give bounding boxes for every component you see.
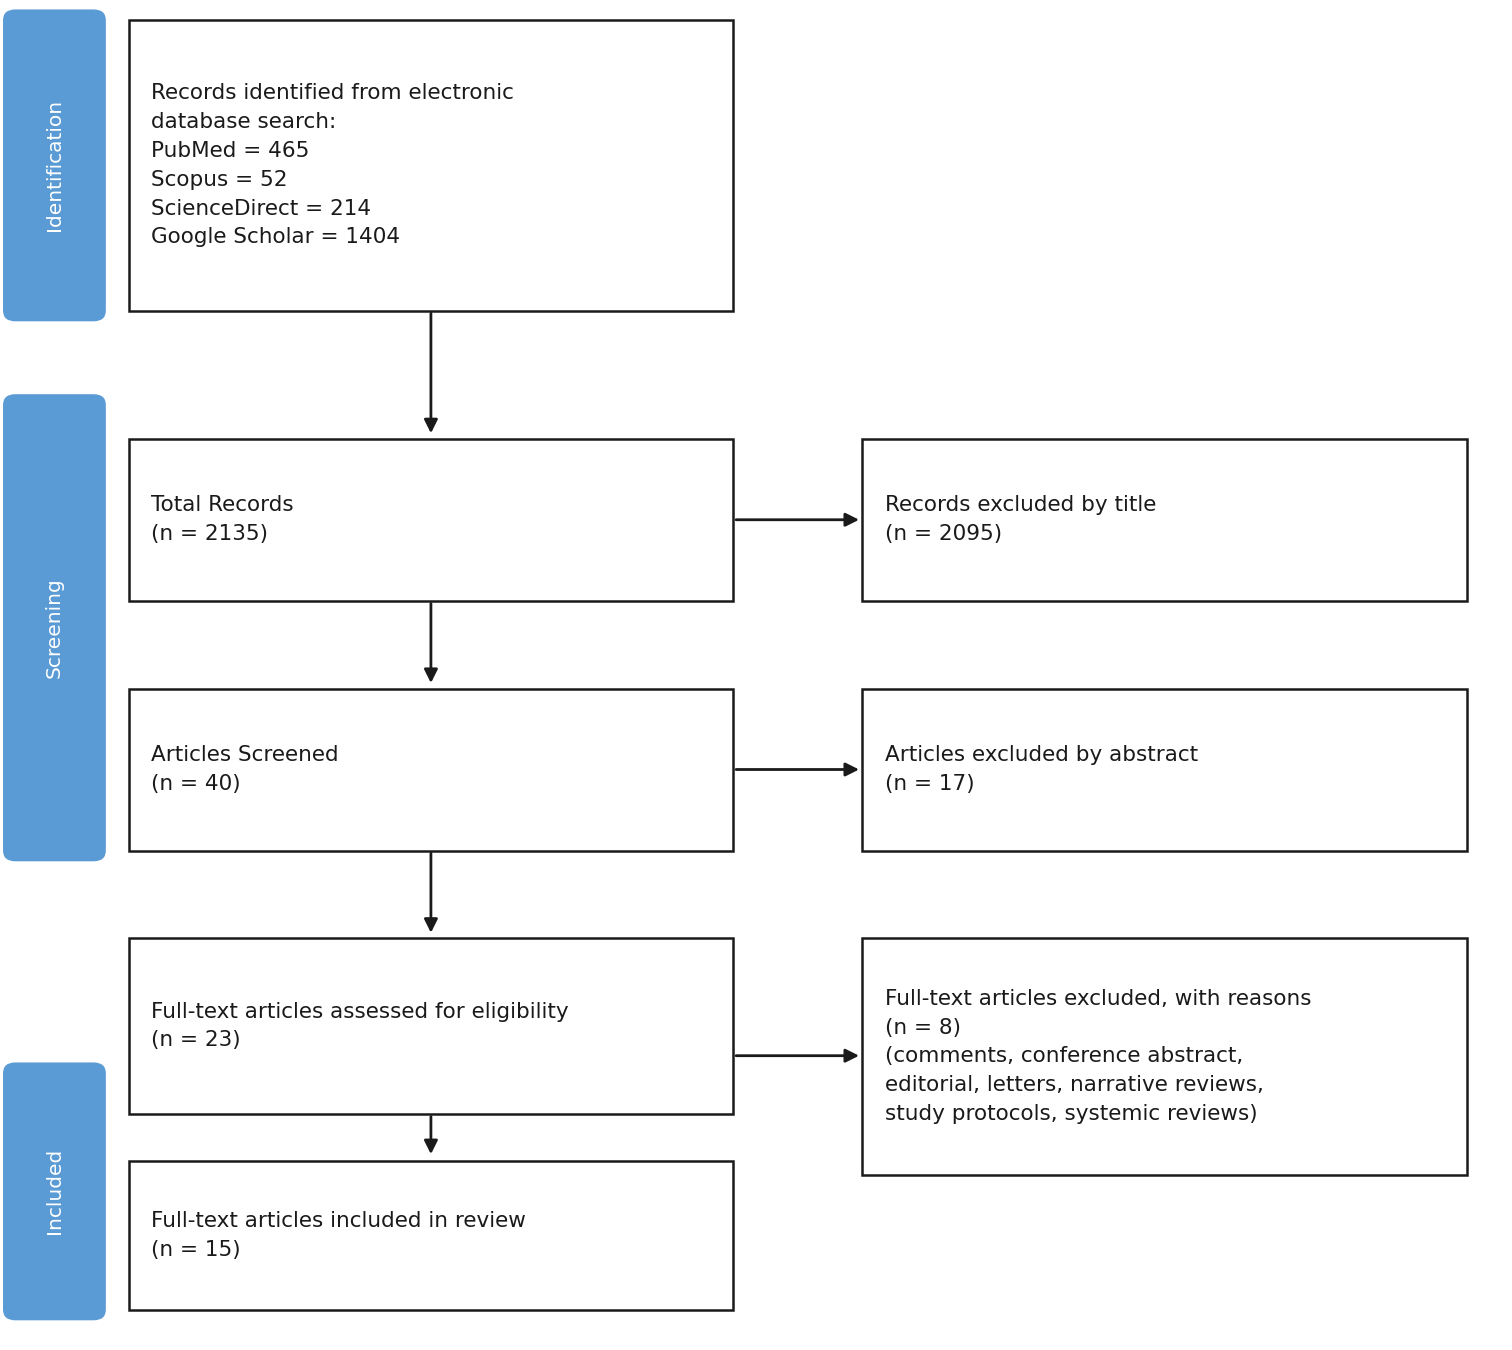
FancyBboxPatch shape <box>129 439 733 601</box>
Text: Screening: Screening <box>45 578 64 678</box>
FancyBboxPatch shape <box>129 938 733 1114</box>
Text: Full-text articles assessed for eligibility
(n = 23): Full-text articles assessed for eligibil… <box>151 1002 569 1050</box>
FancyBboxPatch shape <box>3 9 106 321</box>
FancyBboxPatch shape <box>862 938 1467 1174</box>
Text: Included: Included <box>45 1149 64 1234</box>
FancyBboxPatch shape <box>862 688 1467 850</box>
FancyBboxPatch shape <box>129 688 733 850</box>
FancyBboxPatch shape <box>129 20 733 311</box>
Text: Full-text articles excluded, with reasons
(n = 8)
(comments, conference abstract: Full-text articles excluded, with reason… <box>885 988 1311 1125</box>
FancyBboxPatch shape <box>129 1161 733 1310</box>
Text: Total Records
(n = 2135): Total Records (n = 2135) <box>151 495 293 544</box>
Text: Full-text articles included in review
(n = 15): Full-text articles included in review (n… <box>151 1211 526 1260</box>
FancyBboxPatch shape <box>3 1062 106 1320</box>
Text: Identification: Identification <box>45 100 64 231</box>
FancyBboxPatch shape <box>862 439 1467 601</box>
Text: Records identified from electronic
database search:
PubMed = 465
Scopus = 52
Sci: Records identified from electronic datab… <box>151 84 514 247</box>
Text: Articles excluded by abstract
(n = 17): Articles excluded by abstract (n = 17) <box>885 745 1198 794</box>
Text: Articles Screened
(n = 40): Articles Screened (n = 40) <box>151 745 339 794</box>
Text: Records excluded by title
(n = 2095): Records excluded by title (n = 2095) <box>885 495 1155 544</box>
FancyBboxPatch shape <box>3 394 106 861</box>
